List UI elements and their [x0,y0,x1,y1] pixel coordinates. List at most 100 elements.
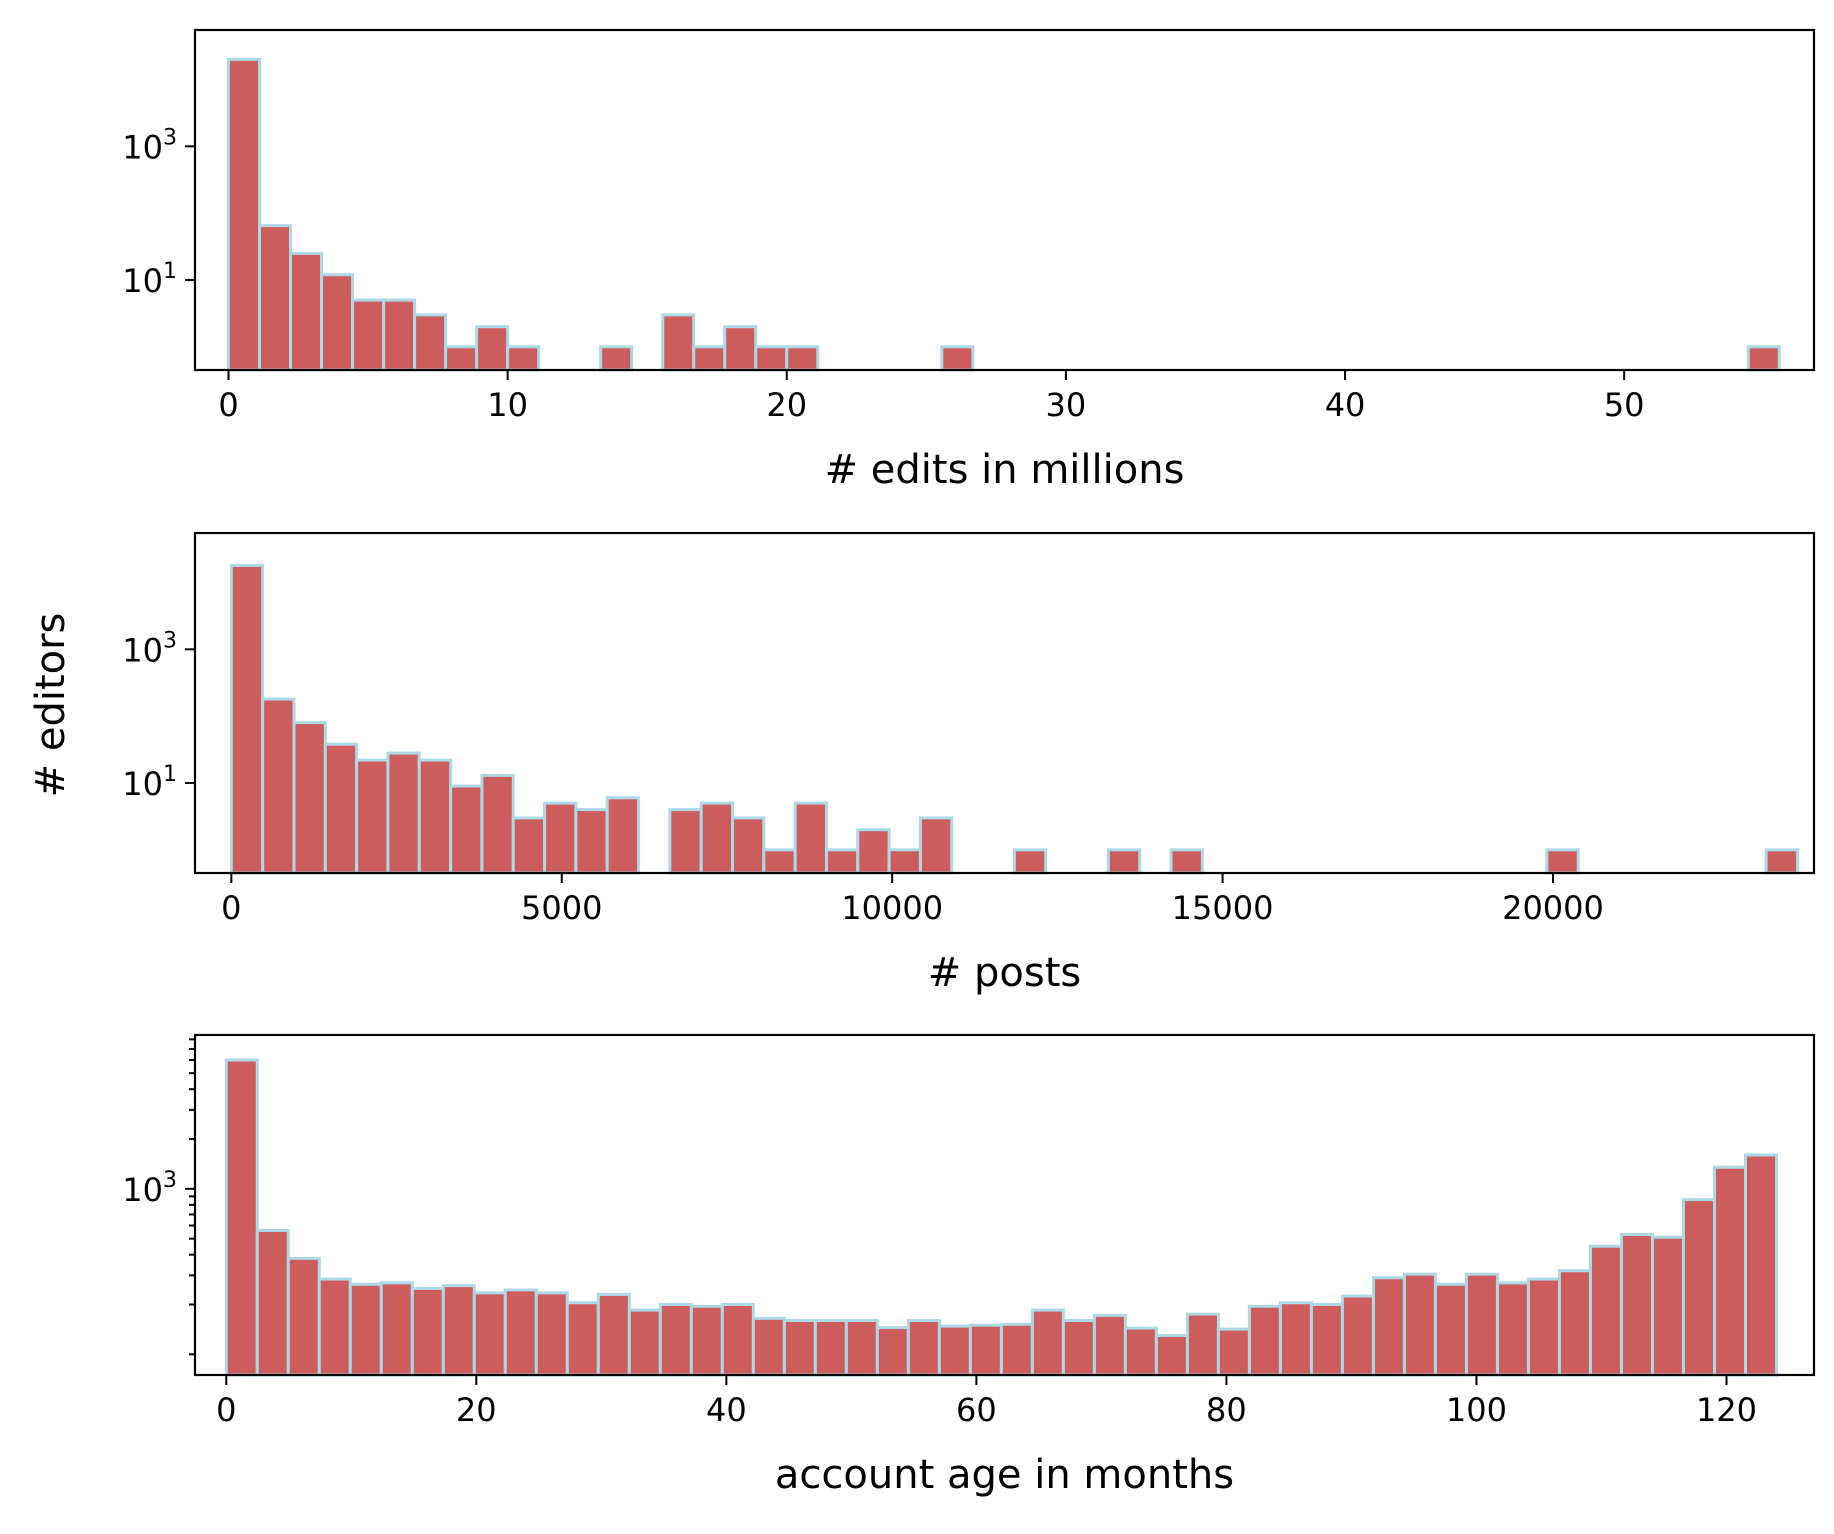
account-age-bar-13 [627,1308,662,1377]
posts-bar-15 [731,816,766,875]
posts-bar-7 [449,784,484,875]
posts-bar-8 [480,773,515,875]
edits-bar-0 [226,57,262,372]
edits-bar-8 [475,325,510,372]
posts-x-tick-label-4: 20000 [1502,889,1604,927]
edits-bar-14 [754,345,789,372]
account-age-bar-3 [317,1277,352,1377]
account-age-bar-8 [472,1291,507,1377]
posts-x-tick-label-2: 10000 [841,889,943,927]
edits-bars [226,57,1781,372]
posts-bar-20 [887,848,922,875]
account-age-bar-16 [720,1303,755,1377]
posts-bar-1 [261,697,296,875]
account-age-x-tick-label-1: 20 [456,1391,497,1429]
account-age-bar-48 [1712,1165,1747,1377]
posts-bar-4 [355,758,390,875]
account-age-bar-2 [286,1256,321,1377]
account-age-bar-27 [1061,1319,1096,1377]
edits-x-tick-label-0: 0 [218,386,238,424]
edits-bar-15 [785,345,820,372]
posts-bar-25 [1545,848,1580,875]
posts-bar-3 [323,742,359,875]
posts-bar-14 [699,801,735,875]
posts-bar-18 [824,848,860,875]
account-age-bar-49 [1743,1153,1778,1377]
posts-bar-13 [668,808,703,875]
edits-bar-13 [723,325,758,372]
account-age-bar-44 [1588,1244,1623,1377]
posts-bar-5 [386,751,421,875]
posts-bar-11 [574,808,609,875]
account-age-bar-17 [751,1316,786,1377]
account-age-bar-1 [255,1228,290,1377]
edits-bar-2 [289,251,324,372]
posts-histogram-panel: # posts 0 5000 10000 15000 20000 101 103 [122,531,1816,996]
account-age-bar-0 [224,1058,259,1377]
account-age-bar-10 [534,1291,569,1377]
posts-y-tick-label-0: 101 [122,762,177,803]
edits-y-tick-label-0: 101 [122,259,177,300]
account-age-x-tick-label-4: 80 [1206,1391,1247,1429]
posts-x-tick-label-0: 0 [221,889,241,927]
posts-x-tick-label-3: 15000 [1172,889,1274,927]
edits-bar-10 [599,345,634,372]
edits-bar-4 [351,298,386,372]
account-age-x-tick-label-5: 100 [1446,1391,1507,1429]
account-age-bar-29 [1123,1326,1158,1377]
posts-x-axis-label: # posts [928,950,1081,996]
account-age-x-axis-label: account age in months [775,1452,1234,1498]
account-age-bar-20 [844,1319,879,1377]
account-age-bar-7 [441,1284,476,1377]
account-age-bar-46 [1650,1235,1685,1377]
account-age-bar-19 [813,1319,848,1377]
account-age-bar-28 [1092,1313,1127,1377]
y-axis-label: # editors [28,613,74,798]
account-age-bar-14 [658,1303,693,1377]
account-age-x-tick-label-6: 120 [1696,1391,1757,1429]
edits-bar-11 [661,313,696,372]
account-age-bar-4 [348,1282,383,1377]
account-age-x-tick-label-2: 40 [706,1391,747,1429]
account-age-bar-6 [410,1286,445,1377]
account-age-bar-33 [1247,1304,1282,1377]
edits-bar-7 [444,345,479,372]
account-age-bar-35 [1309,1303,1344,1377]
account-age-bar-36 [1340,1294,1375,1377]
posts-bar-9 [511,816,547,875]
account-age-bar-32 [1216,1327,1251,1377]
edits-bar-9 [506,345,541,372]
account-age-bar-41 [1495,1281,1530,1377]
account-age-bar-40 [1464,1272,1499,1377]
edits-x-tick-label-1: 10 [487,386,528,424]
edits-bar-16 [940,345,975,372]
account-age-bar-24 [968,1323,1003,1377]
account-age-bar-34 [1278,1301,1313,1377]
account-age-bar-9 [503,1288,538,1377]
account-age-x-tick-label-0: 0 [216,1391,236,1429]
posts-y-tick-label-1: 103 [122,628,177,669]
posts-bar-6 [417,758,453,875]
edits-bar-3 [320,273,355,372]
edits-bar-12 [692,345,727,372]
account-age-bar-30 [1154,1333,1189,1377]
posts-bar-23 [1106,848,1142,875]
account-age-bar-43 [1557,1269,1592,1377]
account-age-bar-25 [999,1322,1034,1377]
account-age-bar-22 [906,1319,941,1377]
edits-x-tick-label-5: 50 [1604,386,1645,424]
edits-x-tick-label-2: 20 [766,386,807,424]
posts-bar-10 [543,801,578,875]
account-age-bar-18 [782,1319,817,1377]
account-age-x-tick-label-3: 60 [956,1391,997,1429]
account-age-bar-5 [379,1281,414,1377]
account-age-bar-31 [1185,1312,1220,1377]
posts-bar-26 [1764,848,1799,875]
edits-bar-17 [1746,345,1781,372]
account-age-bar-47 [1681,1198,1716,1377]
edits-x-axis-label: # edits in millions [825,447,1185,493]
account-age-histogram-panel: account age in months 0 20 40 60 80 100 120 103 [122,1033,1816,1498]
account-age-bar-15 [689,1304,724,1377]
posts-bar-17 [793,801,828,875]
